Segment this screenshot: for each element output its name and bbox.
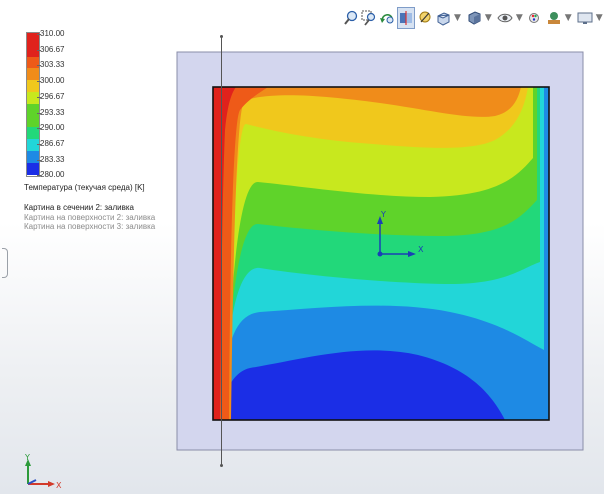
colorbar-band: [27, 91, 39, 104]
inner-fluid-domain: [212, 86, 550, 421]
reference-triad: Y X: [24, 454, 62, 490]
hide-show-items-button[interactable]: [497, 8, 513, 28]
section-view-icon: [400, 11, 412, 25]
plot-list: Картина в сечении 2: заливка Картина на …: [24, 203, 155, 232]
legend-tick-label: 286.67: [36, 138, 65, 148]
display-style-icon: [468, 11, 481, 25]
legend-tick-label: 290.00: [36, 123, 65, 133]
hide-show-items-icon: [497, 13, 513, 23]
view-settings-caret-icon[interactable]: ▼: [595, 13, 603, 23]
view-settings-button[interactable]: [577, 8, 593, 28]
plot-item-cut-plot-2[interactable]: Картина в сечении 2: заливка: [24, 203, 134, 212]
colorbar-band: [27, 115, 39, 128]
display-style-caret-icon[interactable]: ▼: [484, 13, 492, 23]
section-view-button[interactable]: [397, 7, 415, 29]
colorbar-band: [27, 80, 39, 92]
previous-view-button[interactable]: [379, 8, 395, 28]
legend-tick-label: 293.33: [36, 107, 65, 117]
legend-tick-label: 303.33: [36, 60, 65, 70]
heads-up-view-toolbar: ▼ ▼ ▼ ▼ ▼: [343, 6, 604, 30]
plot-item-surface-plot-3[interactable]: Картина на поверхности 3: заливка: [24, 222, 156, 231]
apply-scene-button[interactable]: [546, 8, 562, 28]
colorbar-band: [27, 162, 39, 175]
plot-item-surface-plot-2[interactable]: Картина на поверхности 2: заливка: [24, 212, 156, 222]
legend-parameter-title: Температура (текучая среда) [K]: [24, 183, 145, 192]
legend-tick-label: 280.00: [36, 170, 65, 180]
display-style-button[interactable]: [466, 8, 482, 28]
legend-tick-label: 300.00: [36, 76, 65, 86]
legend-tick-label: 310.00: [36, 29, 65, 38]
view-orientation-icon: [437, 12, 450, 26]
colorbar-band: [27, 56, 39, 69]
triad-x-label: X: [56, 481, 62, 490]
colorbar-band: [27, 103, 39, 116]
view-orientation-button[interactable]: [435, 8, 451, 28]
section-line-bottom-handle[interactable]: [220, 464, 223, 467]
view-orientation-caret-icon[interactable]: ▼: [454, 13, 461, 23]
panel-expand-handle[interactable]: [2, 248, 8, 278]
legend-tick-label: 296.67: [36, 91, 65, 101]
apply-scene-icon: [547, 12, 560, 24]
colorbar-band: [27, 127, 39, 140]
colorbar-band: [27, 150, 39, 163]
section-plane-line[interactable]: [221, 36, 222, 466]
origin-axes: Y X: [377, 210, 424, 257]
dynamic-annotation-icon: [419, 11, 431, 23]
section-line-top-handle[interactable]: [220, 35, 223, 38]
apply-scene-caret-icon[interactable]: ▼: [564, 13, 572, 23]
legend-tick-label: 306.67: [36, 44, 65, 54]
legend-tick-label: 283.33: [36, 154, 65, 164]
temperature-contours: [213, 87, 549, 420]
zoom-to-fit-button[interactable]: [343, 8, 359, 28]
edit-appearance-button[interactable]: [528, 8, 544, 28]
dynamic-annotation-button[interactable]: [417, 8, 433, 28]
edit-appearance-icon: [528, 13, 539, 23]
triad-y-label: Y: [24, 454, 30, 462]
zoom-to-area-icon: [361, 10, 376, 26]
colorbar-band: [27, 33, 39, 45]
view-settings-icon: [577, 12, 593, 24]
origin-y-label: Y: [380, 210, 386, 219]
zoom-to-area-button[interactable]: [361, 8, 377, 28]
hide-show-items-caret-icon[interactable]: ▼: [515, 13, 523, 23]
legend-colorbar: [26, 32, 40, 177]
previous-view-icon: [380, 14, 394, 24]
colorbar-band: [27, 68, 39, 81]
colorbar-band: [27, 44, 39, 57]
colorbar-band: [27, 139, 39, 151]
zoom-to-fit-icon: [344, 10, 358, 25]
origin-x-label: X: [418, 245, 424, 254]
